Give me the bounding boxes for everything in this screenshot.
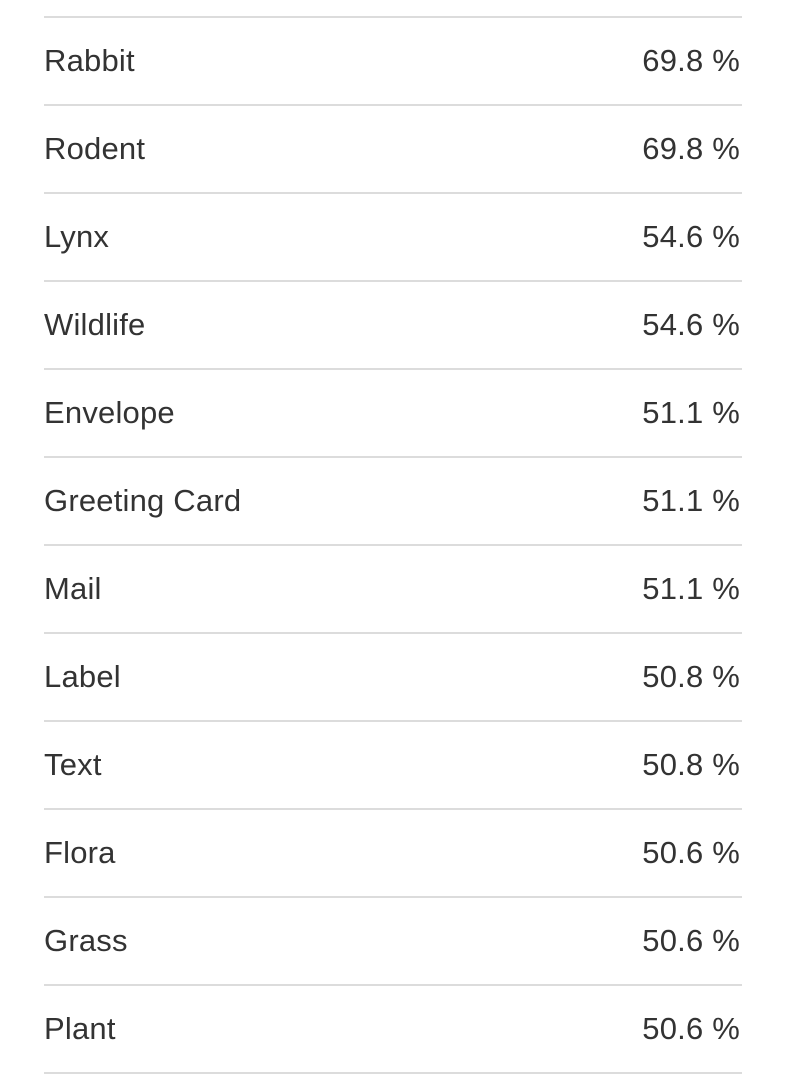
row-label: Envelope (44, 395, 175, 430)
row-label: Greeting Card (44, 483, 242, 518)
row-label: Label (44, 659, 121, 694)
row-label: Text (44, 747, 102, 782)
table-row: Flora 50.6 % (44, 810, 742, 898)
table-row: Rodent 69.8 % (44, 106, 742, 194)
row-label: Grass (44, 923, 128, 958)
table-row: Wildlife 54.6 % (44, 282, 742, 370)
row-score: 54.6 % (642, 219, 740, 254)
row-score: 50.8 % (642, 659, 740, 694)
table-row: Plant 50.6 % (44, 986, 742, 1074)
row-score: 51.1 % (642, 483, 740, 518)
table-row: Envelope 51.1 % (44, 370, 742, 458)
row-label: Mail (44, 571, 102, 606)
table-row: Greeting Card 51.1 % (44, 458, 742, 546)
row-score: 51.1 % (642, 395, 740, 430)
row-score: 54.6 % (642, 307, 740, 342)
table-row: Mail 51.1 % (44, 546, 742, 634)
row-score: 50.6 % (642, 1011, 740, 1046)
label-score-list: Rabbit 69.8 % Rodent 69.8 % Lynx 54.6 % … (44, 16, 742, 1074)
table-row: Lynx 54.6 % (44, 194, 742, 282)
row-score: 50.8 % (642, 747, 740, 782)
table-row: Label 50.8 % (44, 634, 742, 722)
row-score: 69.8 % (642, 131, 740, 166)
row-label: Flora (44, 835, 116, 870)
row-label: Rabbit (44, 43, 135, 78)
row-score: 50.6 % (642, 923, 740, 958)
row-score: 50.6 % (642, 835, 740, 870)
table-row: Text 50.8 % (44, 722, 742, 810)
row-score: 51.1 % (642, 571, 740, 606)
table-row: Rabbit 69.8 % (44, 18, 742, 106)
row-label: Plant (44, 1011, 116, 1046)
row-label: Lynx (44, 219, 110, 254)
table-row: Grass 50.6 % (44, 898, 742, 986)
row-label: Wildlife (44, 307, 146, 342)
row-label: Rodent (44, 131, 146, 166)
row-score: 69.8 % (642, 43, 740, 78)
